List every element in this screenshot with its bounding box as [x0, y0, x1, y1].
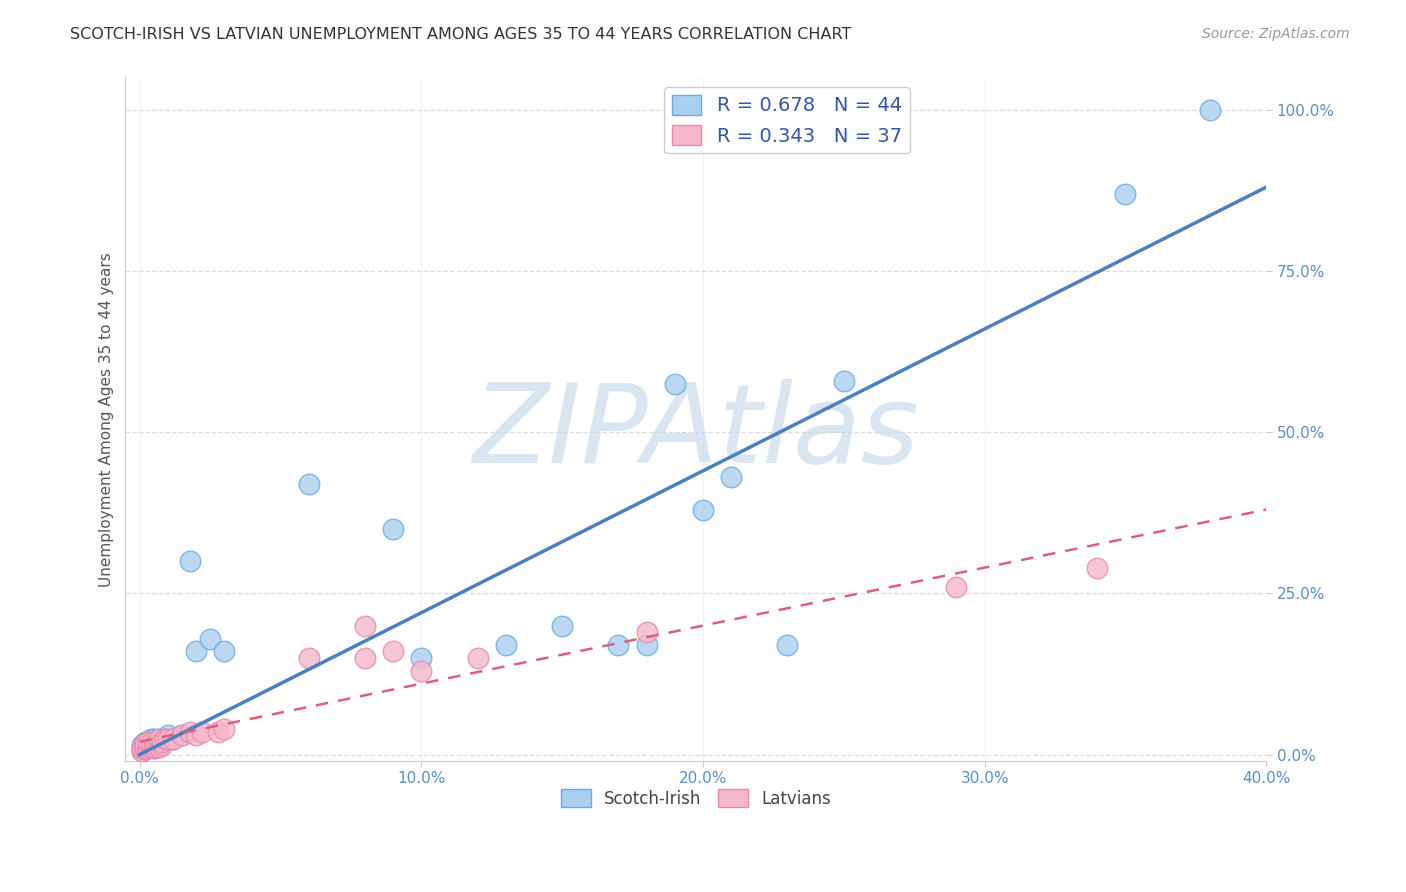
Point	[212, 644, 235, 658]
Point	[212, 722, 235, 736]
Point	[467, 651, 489, 665]
Point	[198, 632, 221, 646]
Point	[134, 736, 156, 750]
Point	[692, 502, 714, 516]
Point	[150, 735, 173, 749]
Point	[150, 738, 173, 752]
Point	[179, 554, 201, 568]
Point	[145, 736, 167, 750]
Point	[136, 738, 159, 752]
Point	[636, 625, 658, 640]
Point	[150, 731, 173, 746]
Point	[134, 735, 156, 749]
Point	[142, 738, 165, 752]
Point	[142, 741, 165, 756]
Point	[382, 644, 405, 658]
Point	[156, 731, 179, 746]
Point	[1085, 560, 1108, 574]
Point	[142, 738, 165, 752]
Point	[134, 739, 156, 754]
Point	[636, 638, 658, 652]
Point	[148, 731, 170, 746]
Point	[142, 735, 165, 749]
Point	[136, 741, 159, 756]
Text: ZIPAtlas: ZIPAtlas	[472, 379, 920, 486]
Text: Source: ZipAtlas.com: Source: ZipAtlas.com	[1202, 27, 1350, 41]
Point	[162, 731, 184, 746]
Y-axis label: Unemployment Among Ages 35 to 44 years: Unemployment Among Ages 35 to 44 years	[100, 252, 114, 587]
Point	[131, 741, 153, 756]
Point	[776, 638, 799, 652]
Point	[179, 725, 201, 739]
Point	[495, 638, 517, 652]
Point	[162, 731, 184, 746]
Point	[142, 731, 165, 746]
Point	[134, 742, 156, 756]
Point	[136, 735, 159, 749]
Point	[134, 739, 156, 754]
Point	[153, 731, 176, 746]
Point	[184, 728, 207, 742]
Point	[354, 651, 377, 665]
Point	[142, 741, 165, 756]
Point	[148, 731, 170, 746]
Point	[145, 738, 167, 752]
Point	[139, 731, 162, 746]
Point	[190, 725, 212, 739]
Point	[832, 374, 855, 388]
Point	[131, 741, 153, 756]
Point	[148, 739, 170, 754]
Point	[131, 744, 153, 758]
Point	[136, 741, 159, 756]
Point	[153, 731, 176, 746]
Point	[297, 476, 319, 491]
Point	[148, 735, 170, 749]
Point	[156, 728, 179, 742]
Point	[945, 580, 967, 594]
Point	[1114, 186, 1136, 201]
Point	[207, 725, 229, 739]
Point	[134, 742, 156, 756]
Point	[354, 618, 377, 632]
Point	[170, 728, 193, 742]
Point	[184, 644, 207, 658]
Point	[411, 651, 433, 665]
Text: SCOTCH-IRISH VS LATVIAN UNEMPLOYMENT AMONG AGES 35 TO 44 YEARS CORRELATION CHART: SCOTCH-IRISH VS LATVIAN UNEMPLOYMENT AMO…	[70, 27, 852, 42]
Point	[148, 735, 170, 749]
Point	[720, 470, 742, 484]
Point	[136, 735, 159, 749]
Point	[150, 735, 173, 749]
Point	[382, 522, 405, 536]
Point	[145, 739, 167, 754]
Point	[664, 376, 686, 391]
Point	[411, 664, 433, 678]
Point	[607, 638, 630, 652]
Point	[139, 736, 162, 750]
Point	[139, 736, 162, 750]
Point	[139, 739, 162, 754]
Point	[1199, 103, 1222, 117]
Point	[131, 744, 153, 758]
Point	[170, 728, 193, 742]
Point	[136, 738, 159, 752]
Point	[131, 738, 153, 752]
Point	[551, 618, 574, 632]
Point	[139, 739, 162, 754]
Legend: Scotch-Irish, Latvians: Scotch-Irish, Latvians	[554, 783, 838, 814]
Point	[297, 651, 319, 665]
Point	[145, 735, 167, 749]
